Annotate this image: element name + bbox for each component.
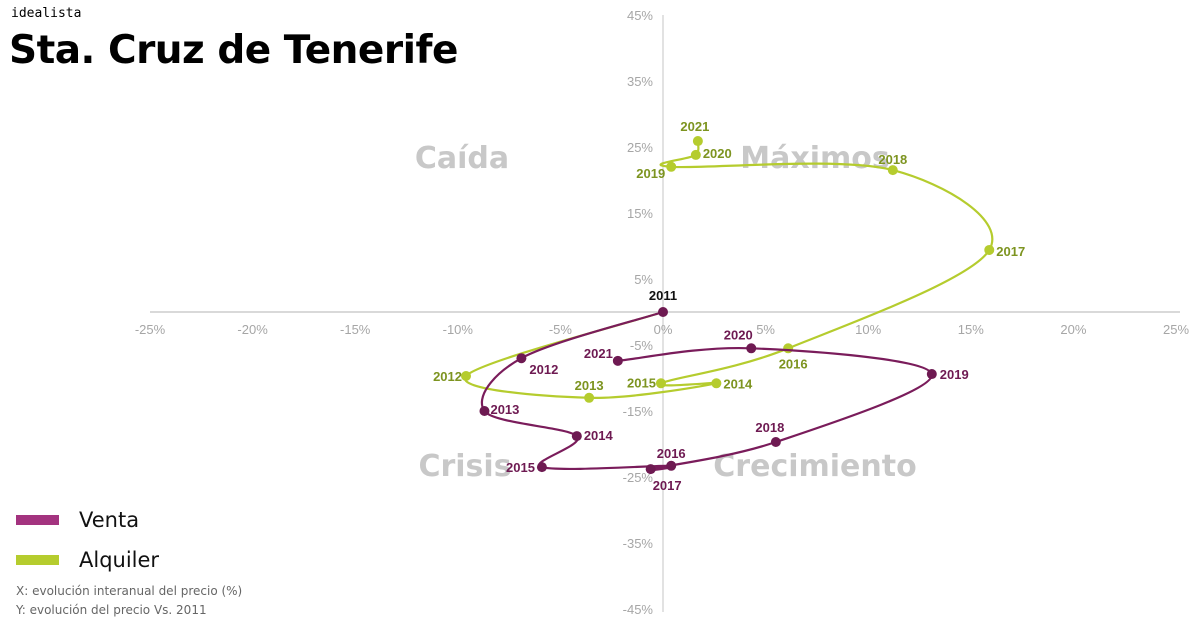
data-point bbox=[655, 378, 666, 389]
data-point bbox=[770, 437, 781, 448]
y-tick-label: 35% bbox=[627, 74, 653, 89]
legend-item-venta: Venta bbox=[16, 500, 159, 540]
data-point bbox=[516, 353, 527, 364]
x-tick-label: 25% bbox=[1163, 322, 1189, 337]
point-label: 2013 bbox=[490, 402, 519, 417]
data-point bbox=[658, 307, 668, 317]
data-point bbox=[692, 136, 703, 147]
x-tick-label: 20% bbox=[1060, 322, 1086, 337]
x-tick-label: 15% bbox=[958, 322, 984, 337]
y-tick-label: -45% bbox=[623, 602, 654, 617]
data-point bbox=[711, 378, 722, 389]
point-label: 2011 bbox=[649, 288, 677, 303]
x-tick-label: -5% bbox=[549, 322, 573, 337]
x-tick-label: -10% bbox=[443, 322, 474, 337]
legend-label-alquiler: Alquiler bbox=[79, 548, 160, 572]
point-label: 2014 bbox=[584, 428, 614, 443]
axis-notes: X: evolución interanual del precio (%) Y… bbox=[16, 582, 242, 620]
y-tick-label: 5% bbox=[634, 272, 653, 287]
quadrant-labels: Caída Máximos Crisis Crecimiento bbox=[415, 141, 917, 484]
data-point bbox=[571, 431, 582, 442]
quadrant-label: Crisis bbox=[418, 449, 511, 484]
data-point bbox=[984, 244, 995, 255]
point-label: 2016 bbox=[657, 446, 686, 461]
legend-label-venta: Venta bbox=[79, 508, 140, 532]
quadrant-label: Caída bbox=[415, 141, 509, 176]
data-point bbox=[536, 462, 547, 473]
point-label: 2021 bbox=[680, 119, 709, 134]
point-label: 2012 bbox=[529, 362, 558, 377]
x-tick-label: 10% bbox=[855, 322, 881, 337]
data-point bbox=[746, 343, 757, 354]
y-tick-label: 45% bbox=[627, 8, 653, 23]
data-point bbox=[690, 149, 701, 160]
data-point bbox=[783, 343, 794, 354]
point-label: 2021 bbox=[584, 346, 613, 361]
point-label: 2017 bbox=[996, 244, 1025, 259]
data-point bbox=[666, 161, 677, 172]
x-tick-label: -15% bbox=[340, 322, 371, 337]
point-label: 2018 bbox=[878, 152, 907, 167]
point-label: 2016 bbox=[779, 356, 808, 371]
legend: Venta Alquiler bbox=[16, 500, 159, 580]
point-label: 2012 bbox=[433, 369, 462, 384]
data-point bbox=[584, 392, 595, 403]
data-point bbox=[461, 371, 472, 382]
data-point bbox=[926, 369, 937, 380]
page-title: Sta. Cruz de Tenerife bbox=[9, 28, 458, 73]
legend-item-alquiler: Alquiler bbox=[16, 540, 159, 580]
quadrant-label: Máximos bbox=[740, 141, 889, 176]
data-point bbox=[612, 355, 623, 366]
point-label: 2019 bbox=[940, 367, 969, 382]
x-tick-label: 0% bbox=[654, 322, 673, 337]
y-tick-label: -15% bbox=[623, 404, 654, 419]
point-label: 2013 bbox=[575, 378, 604, 393]
point-label: 2014 bbox=[723, 376, 753, 391]
data-point bbox=[666, 460, 677, 471]
brand-logo: idealista bbox=[11, 6, 82, 21]
point-label: 2018 bbox=[755, 420, 784, 435]
series-venta: 2011 2012 2013 2014 2015 2016 2017 2018 2019 2020… bbox=[479, 288, 969, 493]
quadrant-label: Crecimiento bbox=[713, 449, 916, 484]
y-tick-label: -35% bbox=[623, 536, 654, 551]
y-tick-label: -25% bbox=[623, 470, 654, 485]
data-point bbox=[479, 406, 490, 416]
x-tick-label: -25% bbox=[135, 322, 166, 337]
point-label: 2015 bbox=[627, 375, 656, 390]
x-tick-label: 5% bbox=[756, 322, 775, 337]
venta-swatch bbox=[16, 515, 59, 525]
point-label: 2020 bbox=[724, 327, 753, 342]
x-axis-note: X: evolución interanual del precio (%) bbox=[16, 584, 243, 598]
point-label: 2015 bbox=[506, 460, 535, 475]
data-point bbox=[887, 165, 898, 176]
series-alquiler: 2012 2013 2014 2015 2016 2017 2018 2019 2020 2021 bbox=[433, 119, 1025, 403]
y-axis-note: Y: evolución del precio Vs. 2011 bbox=[16, 603, 207, 617]
x-tick-label: -20% bbox=[237, 322, 268, 337]
y-tick-label: 25% bbox=[627, 140, 653, 155]
series-line bbox=[463, 140, 994, 399]
point-label: 2019 bbox=[636, 166, 665, 181]
alquiler-swatch bbox=[16, 555, 59, 565]
data-point bbox=[645, 464, 656, 475]
point-label: 2017 bbox=[653, 478, 682, 493]
y-tick-label: 15% bbox=[627, 206, 653, 221]
point-label: 2020 bbox=[703, 146, 732, 161]
y-tick-label: -5% bbox=[630, 338, 654, 353]
